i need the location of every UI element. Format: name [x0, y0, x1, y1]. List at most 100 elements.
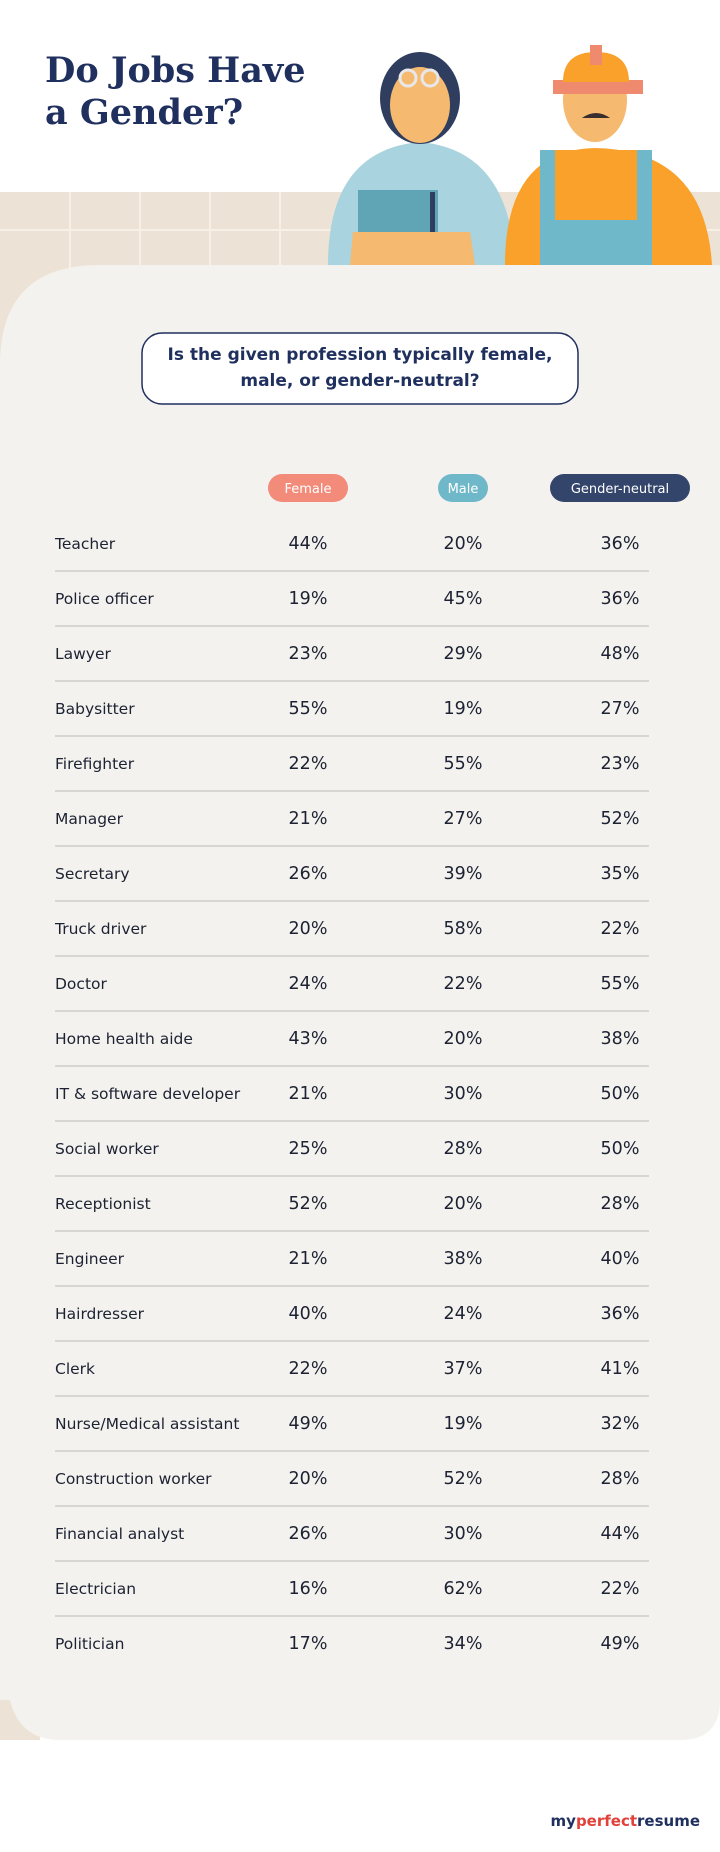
percentage: 50%	[601, 1139, 640, 1159]
percentage: 21%	[289, 809, 328, 829]
profession: Police officer	[55, 590, 154, 608]
percentage: 40%	[289, 1304, 328, 1324]
percentage: 43%	[289, 1029, 328, 1049]
percentage: 22%	[289, 754, 328, 774]
percentage: 27%	[601, 699, 640, 719]
percentage: 26%	[289, 864, 328, 884]
percentage: 20%	[289, 919, 328, 939]
percentage: 50%	[601, 1084, 640, 1104]
percentage: 27%	[444, 809, 483, 829]
percentage: 52%	[289, 1194, 328, 1214]
percentage: 48%	[601, 644, 640, 664]
percentage: 52%	[601, 809, 640, 829]
legend-label: Female	[284, 482, 331, 497]
legend-label: Gender-neutral	[571, 482, 669, 497]
percentage: 30%	[444, 1524, 483, 1544]
percentage: 45%	[444, 589, 483, 609]
question-text: Is the given profession typically female…	[168, 345, 553, 365]
profession: Home health aide	[55, 1030, 193, 1048]
percentage: 28%	[601, 1469, 640, 1489]
percentage: 24%	[444, 1304, 483, 1324]
percentage: 44%	[601, 1524, 640, 1544]
logo: myperfectresume	[551, 1812, 700, 1830]
percentage: 36%	[601, 589, 640, 609]
legend-pill	[438, 474, 488, 502]
illustration	[328, 45, 712, 265]
percentage: 38%	[601, 1029, 640, 1049]
profession: Truck driver	[54, 920, 147, 938]
percentage: 28%	[601, 1194, 640, 1214]
percentage: 23%	[289, 644, 328, 664]
profession: Nurse/Medical assistant	[55, 1415, 239, 1433]
profession: Construction worker	[55, 1470, 212, 1488]
percentage: 41%	[601, 1359, 640, 1379]
profession: Receptionist	[55, 1195, 151, 1213]
percentage: 30%	[444, 1084, 483, 1104]
profession: Babysitter	[55, 700, 135, 718]
title: a Gender?	[45, 92, 243, 133]
logo-part: perfect	[576, 1812, 637, 1830]
logo-part: resume	[637, 1812, 700, 1830]
question-text: male, or gender-neutral?	[240, 371, 479, 391]
percentage: 19%	[444, 699, 483, 719]
profession: Hairdresser	[55, 1305, 145, 1323]
percentage: 25%	[289, 1139, 328, 1159]
profession: Lawyer	[55, 645, 112, 663]
profession: Politician	[55, 1635, 124, 1653]
percentage: 16%	[289, 1579, 328, 1599]
percentage: 20%	[444, 1029, 483, 1049]
profession: Electrician	[55, 1580, 136, 1598]
card	[0, 265, 720, 1740]
profession: Manager	[55, 810, 124, 828]
profession: Secretary	[55, 865, 130, 883]
percentage: 22%	[289, 1359, 328, 1379]
percentage: 62%	[444, 1579, 483, 1599]
percentage: 49%	[289, 1414, 328, 1434]
percentage: 52%	[444, 1469, 483, 1489]
question-box	[141, 332, 579, 405]
percentage: 21%	[289, 1249, 328, 1269]
percentage: 32%	[601, 1414, 640, 1434]
percentage: 58%	[444, 919, 483, 939]
percentage: 20%	[444, 534, 483, 554]
percentage: 55%	[444, 754, 483, 774]
percentage: 22%	[601, 1579, 640, 1599]
percentage: 21%	[289, 1084, 328, 1104]
profession: Clerk	[55, 1360, 95, 1378]
percentage: 37%	[444, 1359, 483, 1379]
profession: Doctor	[55, 975, 108, 993]
percentage: 22%	[444, 974, 483, 994]
legend-pill	[268, 474, 348, 502]
title: Do Jobs Have	[45, 50, 306, 91]
percentage: 36%	[601, 1304, 640, 1324]
percentage: 38%	[444, 1249, 483, 1269]
percentage: 55%	[601, 974, 640, 994]
percentage: 29%	[444, 644, 483, 664]
percentage: 28%	[444, 1139, 483, 1159]
percentage: 40%	[601, 1249, 640, 1269]
profession: IT & software developer	[55, 1085, 241, 1103]
percentage: 17%	[289, 1634, 328, 1654]
percentage: 36%	[601, 534, 640, 554]
percentage: 19%	[444, 1414, 483, 1434]
profession: Social worker	[55, 1140, 159, 1158]
percentage: 55%	[289, 699, 328, 719]
legend-label: Male	[448, 482, 479, 497]
legend-pill	[550, 474, 690, 502]
percentage: 19%	[289, 589, 328, 609]
profession: Firefighter	[55, 755, 135, 773]
percentage: 20%	[444, 1194, 483, 1214]
profession: Financial analyst	[55, 1525, 184, 1543]
percentage: 35%	[601, 864, 640, 884]
percentage: 44%	[289, 534, 328, 554]
percentage: 49%	[601, 1634, 640, 1654]
profession: Engineer	[55, 1250, 125, 1268]
percentage: 34%	[444, 1634, 483, 1654]
percentage: 22%	[601, 919, 640, 939]
percentage: 20%	[289, 1469, 328, 1489]
percentage: 23%	[601, 754, 640, 774]
profession: Teacher	[54, 535, 116, 553]
percentage: 26%	[289, 1524, 328, 1544]
